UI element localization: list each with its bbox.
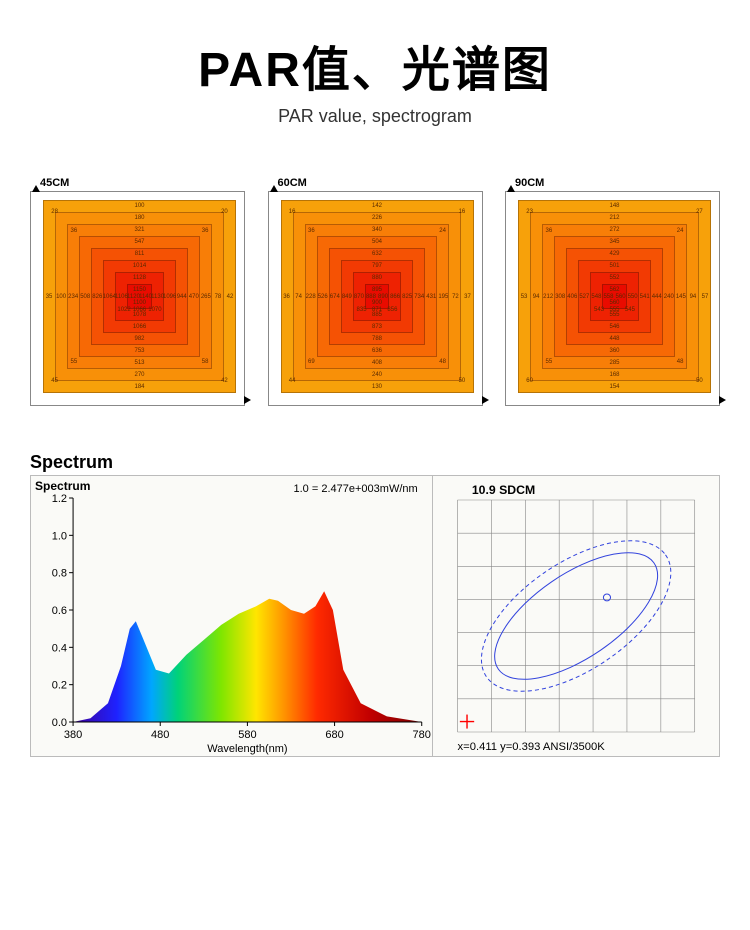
svg-text:380: 380 bbox=[64, 729, 82, 741]
heatmap-label: 90CM bbox=[505, 177, 720, 189]
svg-text:680: 680 bbox=[325, 729, 343, 741]
heatmap-label: 45CM bbox=[30, 177, 245, 189]
spectrum-row: Spectrum 1.0 = 2.477e+003mW/nm 0.0 0.2 0.4 0.… bbox=[30, 475, 720, 757]
svg-text:0.0: 0.0 bbox=[52, 717, 67, 729]
svg-text:1.0: 1.0 bbox=[52, 530, 67, 542]
spectrum-chart: Spectrum 1.0 = 2.477e+003mW/nm 0.0 0.2 0.4 0.… bbox=[31, 476, 433, 756]
svg-text:1.0 = 2.477e+003mW/nm: 1.0 = 2.477e+003mW/nm bbox=[293, 483, 417, 495]
svg-text:0.6: 0.6 bbox=[52, 605, 67, 617]
heatmap-60CM: 60CM 142130363722624074723404082281955046… bbox=[268, 177, 483, 406]
svg-text:0.2: 0.2 bbox=[52, 680, 67, 692]
svg-text:Wavelength(nm): Wavelength(nm) bbox=[207, 743, 287, 755]
svg-text:0.4: 0.4 bbox=[52, 642, 67, 654]
heatmap-90CM: 90CM 148154535721216894942722852121453453… bbox=[505, 177, 720, 406]
svg-text:Spectrum: Spectrum bbox=[35, 479, 90, 493]
svg-text:1.2: 1.2 bbox=[52, 493, 67, 505]
spectrum-section: Spectrum Spectrum 1.0 = 2.477e+003mW/nm 0.… bbox=[0, 452, 750, 757]
spectrum-section-title: Spectrum bbox=[30, 452, 720, 473]
heatmap-plot: 1421303637226240747234040822819550463652… bbox=[268, 191, 483, 406]
heatmap-label: 60CM bbox=[268, 177, 483, 189]
svg-text:580: 580 bbox=[238, 729, 256, 741]
svg-text:480: 480 bbox=[151, 729, 169, 741]
svg-text:10.9 SDCM: 10.9 SDCM bbox=[472, 483, 535, 497]
title-chinese: PAR值、光谱图 bbox=[0, 30, 750, 100]
svg-text:x=0.411 y=0.393 ANSI/3500K: x=0.411 y=0.393 ANSI/3500K bbox=[457, 741, 605, 753]
title-english: PAR value, spectrogram bbox=[0, 106, 750, 127]
heatmap-row: 45CM 100184354218027010078321513234265547… bbox=[0, 177, 750, 406]
sdcm-chart: 10.9 SDCM x=0.411 y=0.393 ANSI/3500K bbox=[433, 476, 719, 756]
svg-text:780: 780 bbox=[413, 729, 431, 741]
heatmap-plot: 1481545357212168949427228521214534536030… bbox=[505, 191, 720, 406]
heatmap-plot: 1001843542180270100783215132342655477535… bbox=[30, 191, 245, 406]
svg-text:0.8: 0.8 bbox=[52, 568, 67, 580]
heatmap-45CM: 45CM 100184354218027010078321513234265547… bbox=[30, 177, 245, 406]
